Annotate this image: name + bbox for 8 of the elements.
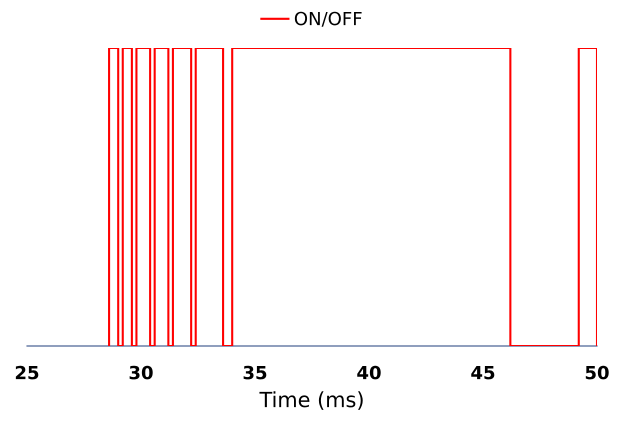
x-tick-label: 40 (357, 366, 381, 380)
x-axis-title: Time (ms) (259, 391, 363, 410)
x-tick-label: 50 (586, 366, 609, 380)
x-tick-label: 45 (471, 366, 494, 380)
x-tick-label: 30 (130, 366, 153, 380)
legend-label: ON/OFF (294, 12, 362, 27)
x-tick-label: 35 (244, 366, 266, 380)
x-tick-label: 25 (16, 366, 38, 380)
